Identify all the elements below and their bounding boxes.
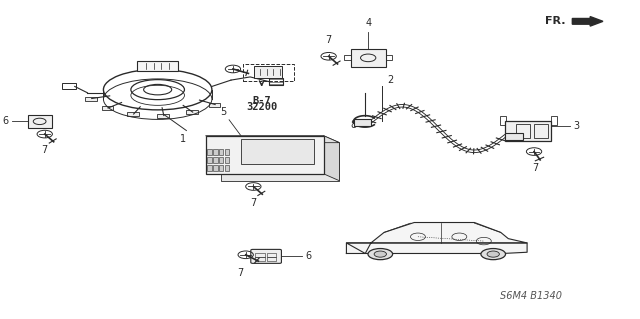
Bar — [62, 83, 76, 89]
Bar — [243, 63, 294, 81]
Bar — [221, 143, 339, 181]
Ellipse shape — [481, 249, 506, 260]
Ellipse shape — [487, 251, 499, 257]
Bar — [225, 165, 229, 171]
Text: S6M4 B1340: S6M4 B1340 — [500, 291, 562, 301]
Text: 7: 7 — [250, 197, 257, 208]
Bar — [351, 49, 386, 67]
Bar — [267, 257, 276, 261]
Text: 6: 6 — [305, 251, 311, 261]
Bar — [386, 55, 392, 60]
Text: 32200: 32200 — [246, 102, 277, 112]
Bar — [213, 157, 218, 163]
Bar — [85, 97, 97, 101]
Text: 7: 7 — [237, 269, 244, 278]
FancyBboxPatch shape — [251, 249, 282, 263]
Bar — [506, 133, 524, 140]
Bar — [344, 55, 351, 60]
Bar — [255, 253, 265, 257]
Text: 5: 5 — [220, 107, 227, 117]
Bar — [505, 121, 550, 141]
Text: 7: 7 — [326, 35, 332, 45]
Bar — [516, 124, 530, 138]
Text: 7: 7 — [532, 163, 538, 173]
Bar — [137, 62, 179, 71]
Bar — [209, 103, 220, 107]
Bar — [127, 112, 139, 116]
Polygon shape — [346, 223, 527, 254]
Text: 8: 8 — [350, 120, 356, 130]
Bar — [353, 119, 371, 126]
Bar — [254, 66, 282, 78]
Bar — [102, 106, 113, 110]
FancyArrow shape — [572, 17, 603, 26]
Bar — [534, 124, 548, 138]
Bar — [255, 257, 265, 261]
Bar — [219, 149, 223, 155]
Bar — [219, 157, 223, 163]
Bar — [267, 253, 276, 257]
Bar — [213, 149, 218, 155]
Bar — [186, 110, 198, 114]
Bar — [207, 149, 212, 155]
Bar — [157, 114, 169, 118]
Bar — [550, 116, 557, 125]
Bar — [207, 157, 212, 163]
Bar — [205, 136, 324, 174]
Bar — [28, 115, 52, 128]
Polygon shape — [205, 136, 339, 143]
Bar — [213, 165, 218, 171]
Text: 4: 4 — [365, 19, 371, 28]
Bar — [225, 149, 229, 155]
Bar — [219, 165, 223, 171]
Text: FR.: FR. — [545, 16, 566, 26]
Bar — [225, 157, 229, 163]
Bar — [500, 116, 506, 125]
Bar — [241, 139, 314, 164]
Text: 6: 6 — [3, 116, 8, 126]
Ellipse shape — [374, 251, 387, 257]
Polygon shape — [324, 136, 339, 181]
Text: 7: 7 — [42, 145, 48, 155]
Text: 3: 3 — [573, 121, 579, 131]
Bar — [269, 78, 284, 85]
Text: 2: 2 — [387, 75, 394, 85]
Polygon shape — [346, 243, 527, 254]
Text: B-7: B-7 — [252, 96, 271, 106]
Text: 1: 1 — [180, 134, 186, 144]
Bar — [207, 165, 212, 171]
Ellipse shape — [368, 249, 392, 260]
